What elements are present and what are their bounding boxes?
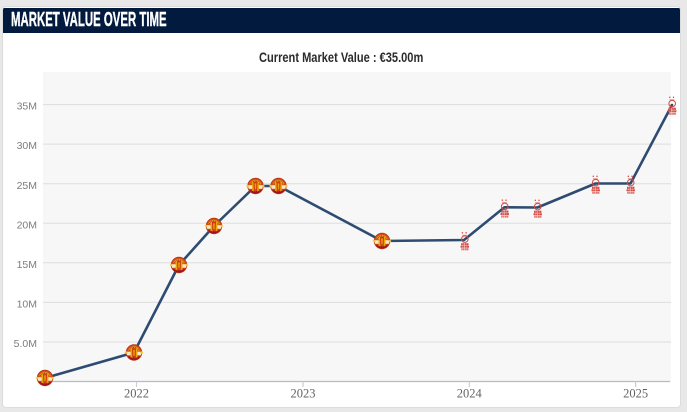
svg-text:10M: 10M <box>17 299 37 311</box>
svg-text:15M: 15M <box>17 259 37 271</box>
svg-text:25M: 25M <box>17 180 37 192</box>
svg-text:20M: 20M <box>17 219 37 231</box>
svg-text:30M: 30M <box>17 140 37 152</box>
svg-text:5.0M: 5.0M <box>14 338 37 350</box>
svg-text:2025: 2025 <box>623 387 648 401</box>
svg-text:35M: 35M <box>17 101 37 113</box>
svg-text:2023: 2023 <box>291 387 316 401</box>
svg-text:2022: 2022 <box>124 387 149 401</box>
svg-text:2024: 2024 <box>457 387 483 401</box>
